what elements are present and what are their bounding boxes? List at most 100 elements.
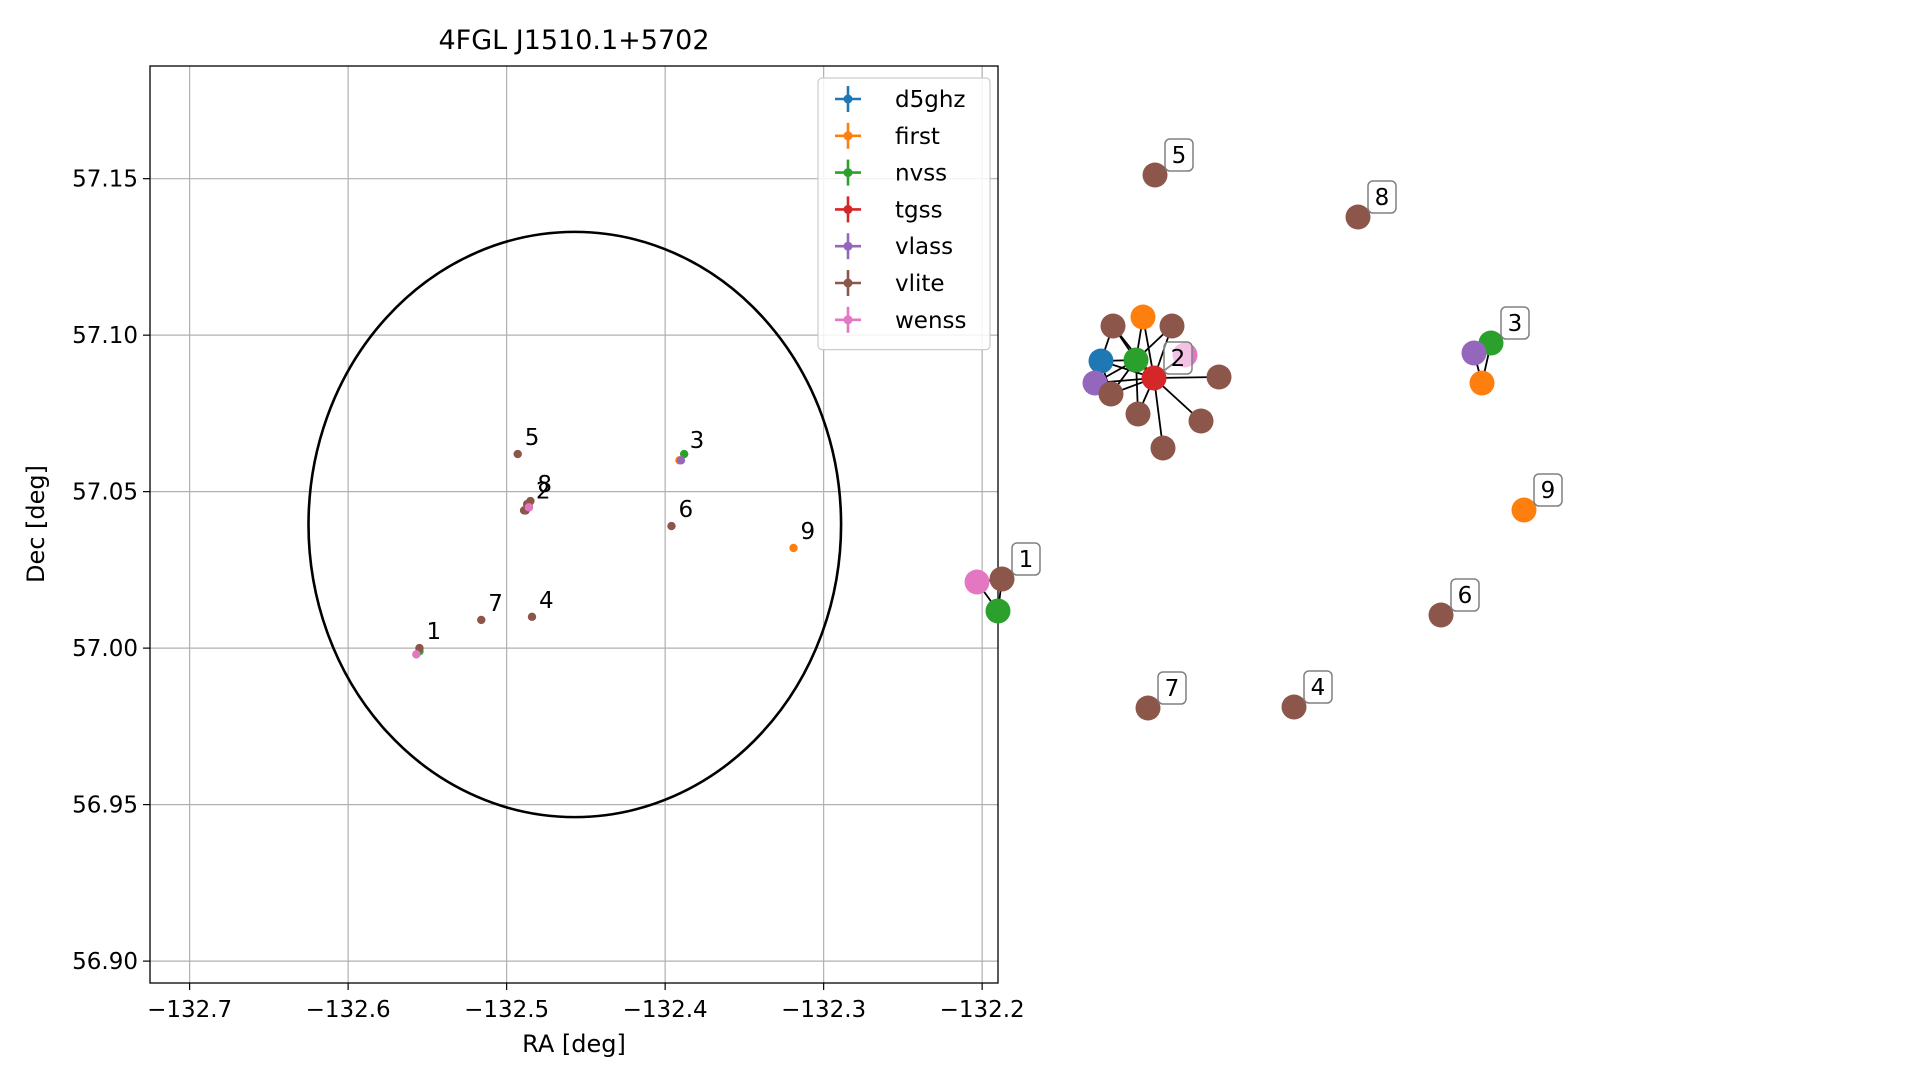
- x-axis-ticks: −132.7 −132.6 −132.5 −132.4 −132.3 −132.2: [147, 983, 1025, 1023]
- error-ellipse-layer: [307, 230, 843, 819]
- legend-entry-wenss: wenss: [835, 306, 967, 334]
- point-vlite: [667, 521, 676, 531]
- point-wenss: [524, 503, 534, 512]
- legend-marker: [843, 168, 853, 178]
- sky-map-panel: 1 28 3 4 5 6 7 9 −132.7 −132.6 −132.5 −132.4 −132.3…: [22, 25, 1025, 1058]
- graph-node: [1135, 695, 1161, 721]
- graph-node: [989, 566, 1015, 592]
- label-text: 8: [1375, 185, 1390, 211]
- label-box: [1011, 542, 1041, 576]
- source-label: 4: [539, 588, 554, 614]
- graph-node-label: 7: [1157, 671, 1187, 705]
- graph-node: [1123, 347, 1149, 373]
- legend-marker: [843, 241, 853, 251]
- label-box: [1157, 671, 1187, 705]
- legend-marker: [843, 204, 853, 214]
- source-label: 9: [801, 519, 816, 545]
- x-tick-label: −132.3: [781, 997, 866, 1023]
- graph-node: [1141, 365, 1167, 391]
- source-label: 3: [690, 428, 705, 454]
- x-tick-label: −132.6: [306, 997, 391, 1023]
- graph-node: [985, 598, 1011, 624]
- graph-node: [1100, 313, 1126, 339]
- graph-node: [1206, 364, 1232, 390]
- graph-labels: 1 2 3 4 5 6 7 8 9: [1011, 138, 1563, 705]
- y-axis-label: Dec [deg]: [22, 465, 50, 583]
- graph-node: [1345, 204, 1371, 230]
- graph-node: [1088, 348, 1114, 374]
- point-wenss: [412, 650, 421, 659]
- point-nvss: [679, 449, 689, 459]
- chart-title: 4FGL J1510.1+5702: [438, 25, 709, 56]
- source-label: 1: [426, 619, 441, 645]
- label-text: 1: [1019, 547, 1034, 573]
- plot-frame: [149, 65, 999, 984]
- error-ellipse: [307, 230, 843, 819]
- graph-node-label: 9: [1533, 473, 1563, 507]
- legend-marker: [843, 94, 853, 104]
- y-tick-label: 57.10: [72, 323, 138, 349]
- legend-entry-vlass: vlass: [835, 233, 953, 260]
- graph-node-label: 8: [1367, 180, 1397, 214]
- graph-node: [1150, 435, 1176, 461]
- label-box: [1367, 180, 1397, 214]
- graph-node-label: 2: [1163, 341, 1193, 375]
- x-tick-label: −132.4: [623, 997, 708, 1023]
- graph-node-label: 4: [1303, 670, 1333, 704]
- label-text: 3: [1508, 311, 1523, 337]
- label-box: [1500, 306, 1530, 340]
- legend-entry-d5ghz: d5ghz: [835, 86, 965, 113]
- graph-node-label: 1: [1011, 542, 1041, 576]
- graph-node: [964, 569, 990, 595]
- label-text: 6: [1458, 583, 1473, 609]
- graph-node: [1098, 381, 1124, 407]
- legend-label: vlass: [895, 234, 953, 260]
- legend-label: wenss: [895, 308, 967, 334]
- source-annotations: 1 28 3 4 5 6 7 9: [426, 425, 815, 645]
- x-tick-label: −132.5: [464, 997, 549, 1023]
- graph-edges: [976, 316, 1492, 612]
- y-tick-label: 56.90: [72, 949, 138, 975]
- legend-marker: [843, 315, 853, 325]
- source-label: 2: [536, 478, 551, 504]
- legend-label: tgss: [895, 197, 943, 223]
- x-tick-label: −132.7: [147, 997, 232, 1023]
- source-label: 5: [525, 425, 540, 451]
- point-vlite: [513, 449, 522, 459]
- legend-label: d5ghz: [895, 87, 965, 113]
- graph-node: [1125, 401, 1151, 427]
- label-text: 4: [1311, 675, 1326, 701]
- graph-node: [1511, 497, 1537, 523]
- graph-node-label: 6: [1450, 578, 1480, 612]
- point-first: [789, 543, 798, 553]
- source-label: 6: [678, 497, 693, 523]
- label-box: [1164, 138, 1194, 172]
- legend: d5ghz first nvss tgss vlass vlite wenss: [817, 77, 991, 351]
- graph-node: [1428, 602, 1454, 628]
- x-axis-label: RA [deg]: [522, 1030, 626, 1058]
- graph-node-label: 3: [1500, 306, 1530, 340]
- graph-node: [1159, 313, 1185, 339]
- legend-entry-tgss: tgss: [835, 196, 943, 223]
- association-graph-panel: 1 2 3 4 5 6 7 8 9: [964, 138, 1563, 721]
- legend-marker: [843, 278, 853, 288]
- label-box: [1533, 473, 1563, 507]
- y-tick-label: 57.00: [72, 636, 138, 662]
- legend-marker: [843, 131, 853, 141]
- label-text: 5: [1172, 143, 1187, 169]
- point-vlite: [477, 615, 486, 625]
- y-axis-ticks: 56.90 56.95 57.00 57.05 57.10 57.15: [72, 167, 150, 975]
- graph-nodes: [964, 162, 1537, 721]
- graph-node: [1188, 408, 1214, 434]
- point-vlite: [527, 612, 537, 622]
- legend-entry-nvss: nvss: [835, 159, 947, 187]
- point-vlass: [676, 456, 686, 465]
- legend-entry-first: first: [835, 122, 940, 150]
- label-box: [1450, 578, 1480, 612]
- label-text: 2: [1171, 346, 1186, 372]
- legend-label: nvss: [895, 161, 947, 187]
- label-text: 7: [1165, 676, 1180, 702]
- graph-node: [1469, 370, 1495, 396]
- source-label: 8: [537, 472, 552, 498]
